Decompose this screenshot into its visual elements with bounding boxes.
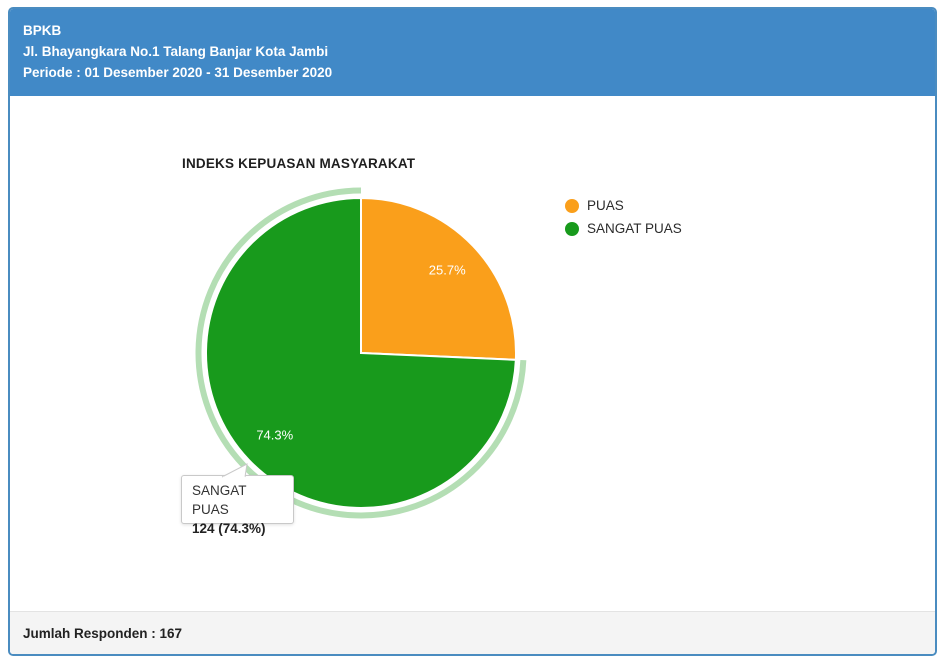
pie-chart-svg: 25.7% 74.3%: [195, 187, 527, 519]
header-period: Periode : 01 Desember 2020 - 31 Desember…: [23, 65, 333, 80]
tooltip-value: 124 (74.3%): [192, 521, 266, 536]
pie-slice-sangat-puas[interactable]: [205, 196, 517, 509]
report-header: BPKB Jl. Bhayangkara No.1 Talang Banjar …: [10, 9, 935, 96]
chart-tooltip: SANGAT PUAS 124 (74.3%): [181, 463, 294, 536]
header-title: BPKB: [23, 23, 62, 38]
respondents-text: Jumlah Responden : 167: [23, 625, 183, 641]
tooltip-pointer-icon: [221, 463, 248, 479]
report-panel: BPKB Jl. Bhayangkara No.1 Talang Banjar …: [8, 7, 937, 656]
chart-legend: PUAS SANGAT PUAS: [565, 197, 682, 243]
legend-item-sangat-puas[interactable]: SANGAT PUAS: [565, 220, 682, 237]
header-address: Jl. Bhayangkara No.1 Talang Banjar Kota …: [23, 44, 329, 59]
report-footer: Jumlah Responden : 167: [10, 611, 935, 654]
pie-chart-area: 25.7% 74.3%: [191, 183, 531, 523]
pie-slice-puas[interactable]: [360, 196, 517, 361]
legend-label: PUAS: [587, 198, 624, 213]
legend-label: SANGAT PUAS: [587, 221, 682, 236]
tooltip-series-label: SANGAT PUAS: [192, 483, 247, 517]
legend-marker-sangat-puas-icon: [565, 221, 579, 236]
legend-item-puas[interactable]: PUAS: [565, 197, 682, 214]
legend-marker-puas-icon: [565, 198, 579, 213]
chart-title: INDEKS KEPUASAN MASYARAKAT: [182, 156, 416, 171]
pie-slice-percent-label: 74.3%: [256, 428, 293, 443]
pie-slice-percent-label: 25.7%: [429, 262, 466, 277]
